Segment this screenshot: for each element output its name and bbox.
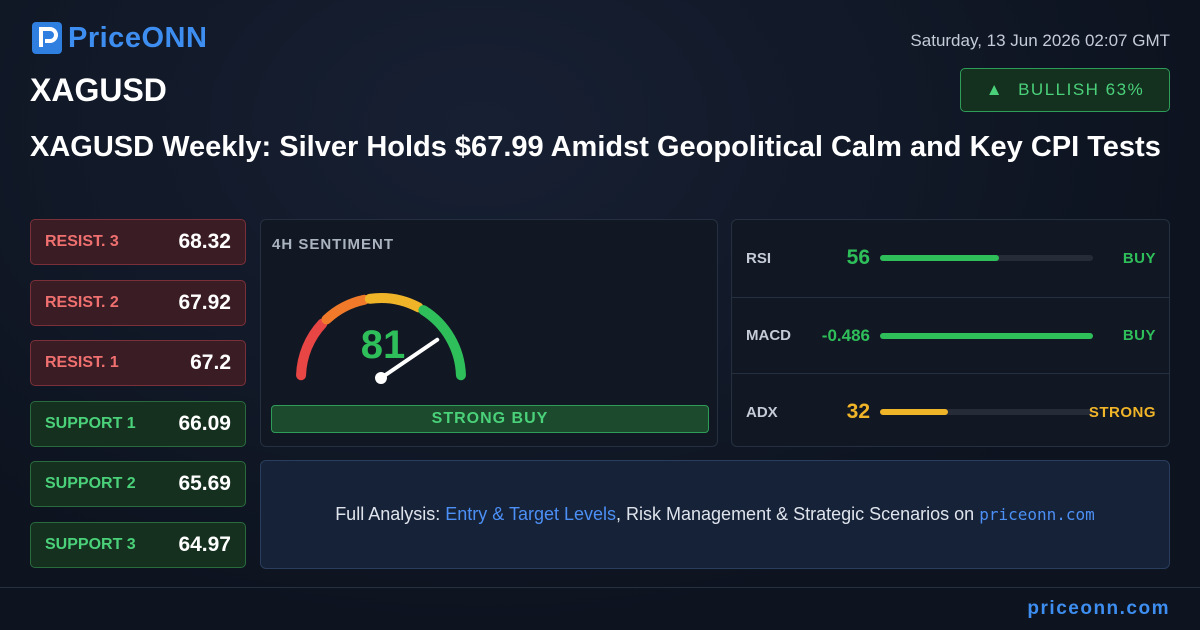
symbol: XAGUSD [30,72,167,108]
divider [0,587,1200,588]
indicator-track [880,409,1093,415]
level-label: SUPPORT 1 [45,414,136,432]
level-label: SUPPORT 2 [45,475,136,492]
level: SUPPORT 3 64.97 [30,521,246,568]
level: SUPPORT 1 66.09 [30,400,246,447]
indicator-bar [880,332,1093,339]
indicator-bar [880,255,1000,261]
indicators-panel: RSI 56 BUY MACD -0.486 BUY ADX 32 STRONG [731,219,1170,447]
indicator-row: RSI 56 BUY [732,220,1169,296]
level-value: 64.97 [178,532,231,556]
indicator-value: -0.486 [821,325,870,345]
level: RESIST. 3 68.32 [30,219,246,265]
gauge-arc [296,318,328,381]
level-value: 65.69 [178,472,231,495]
gauge-arc [418,305,466,381]
level: RESIST. 1 67.2 [30,340,246,386]
gauge-needle [379,337,440,380]
level-label: SUPPORT 3 [45,535,136,553]
indicator-name: MACD [746,327,791,344]
logo-icon [32,22,62,54]
gauge-value: 81 [361,323,406,367]
indicator-bar [880,409,949,415]
gauge: 81 [296,293,466,384]
cta-lead: Full Analysis: [335,504,441,524]
level-label: RESIST. 1 [45,354,119,371]
badge-text: BULLISH 63% [1018,80,1145,99]
cta-site[interactable]: priceonn.com [979,505,1095,524]
indicator-name: ADX [746,403,778,421]
indicator-track [880,255,1093,261]
level-value: 66.09 [178,411,231,435]
level: RESIST. 2 67.92 [30,279,246,326]
datetime: Saturday, 13 Jun 2026 02:07 GMT [910,31,1170,50]
sentiment-label: 4H SENTIMENT [272,236,395,253]
logo: PriceONN [68,22,208,54]
indicator-row: MACD -0.486 BUY [732,296,1169,374]
level: SUPPORT 2 65.69 [30,461,246,507]
level-value: 67.2 [190,351,231,374]
cta-middle: , Risk Management & Strategic Scenarios … [616,504,975,524]
level-value: 68.32 [178,230,231,253]
indicator-value: 56 [846,246,870,269]
level-label: RESIST. 2 [45,293,119,311]
cta-link[interactable]: Entry & Target Levels [445,504,617,524]
needle-hub [375,372,387,384]
indicator-signal: BUY [1122,249,1156,267]
sentiment-badge: ▲ BULLISH 63% [960,68,1170,112]
indicator-value: 32 [846,400,870,423]
indicator-signal: BUY [1122,327,1156,344]
level-label: RESIST. 3 [45,233,119,250]
footer-site[interactable]: priceonn.com [1027,598,1170,619]
indicator-signal: STRONG [1088,403,1156,421]
sentiment-panel: 4H SENTIMENT 81 STRONG BUY [260,219,718,447]
gauge-arc [321,294,370,325]
indicator-name: RSI [746,249,772,267]
headline: XAGUSD Weekly: Silver Holds $67.99 Amids… [30,131,1161,163]
level-value: 67.92 [178,290,231,314]
indicator-row: ADX 32 STRONG [732,373,1169,450]
arrow-icon: ▲ [985,80,1005,99]
gauge-arc [364,293,424,313]
verdict: STRONG BUY [271,405,709,433]
indicator-track [880,332,1093,339]
cta-panel: Full Analysis: Entry & Target Levels, Ri… [260,460,1170,569]
